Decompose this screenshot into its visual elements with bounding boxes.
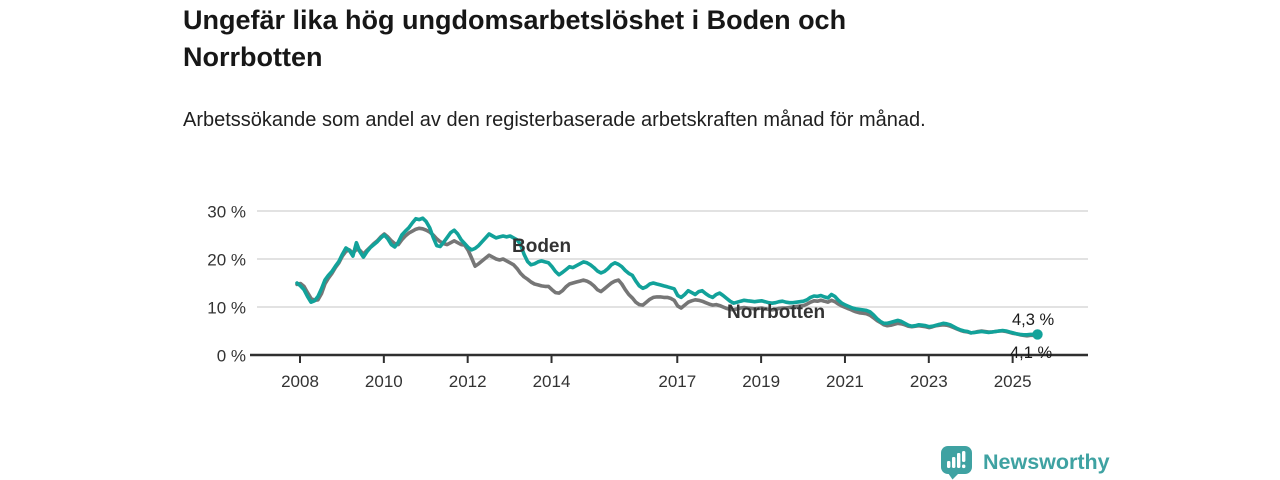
series-annotations: Boden Norrbotten 4,3 % 4,1 % (512, 236, 1055, 362)
norrbotten-end-value-label: 4,1 % (1010, 344, 1053, 362)
x-tick-label: 2019 (742, 372, 780, 391)
y-tick-label: 30 % (207, 203, 246, 222)
x-tick-label: 2021 (826, 372, 864, 391)
y-tick-label: 10 % (207, 299, 246, 318)
x-tick-label: 2008 (281, 372, 319, 391)
norrbotten-line (295, 226, 1040, 338)
gridlines (250, 210, 1088, 357)
y-tick-label: 20 % (207, 251, 246, 270)
chart-title: Ungefär lika hög ungdomsarbetslöshet i B… (183, 5, 847, 72)
newsworthy-logo-text: Newsworthy (983, 449, 1110, 474)
x-axis-labels: 2008 2010 2012 2014 2017 2019 2021 2023 … (281, 372, 1031, 391)
x-tick-label: 2010 (365, 372, 403, 391)
y-axis-labels: 30 % 20 % 10 % 0 % (207, 203, 246, 366)
chart-subtitle: Arbetssökande som andel av den registerb… (183, 109, 926, 131)
boden-series-label: Boden (512, 236, 571, 257)
x-tick-label: 2023 (910, 372, 948, 391)
norrbotten-series-label: Norrbotten (727, 302, 825, 323)
x-tick-label: 2012 (449, 372, 487, 391)
axis-ticks (299, 355, 1014, 363)
y-tick-label: 0 % (217, 347, 246, 366)
x-tick-label: 2014 (533, 372, 571, 391)
boden-line (295, 216, 1040, 337)
bar-chart-speech-bubble-icon (941, 446, 972, 480)
x-tick-label: 2025 (994, 372, 1032, 391)
boden-end-value-label: 4,3 % (1012, 311, 1055, 329)
boden-end-dot (1032, 329, 1043, 340)
x-tick-label: 2017 (658, 372, 696, 391)
newsworthy-logo[interactable]: Newsworthy (938, 444, 1110, 480)
